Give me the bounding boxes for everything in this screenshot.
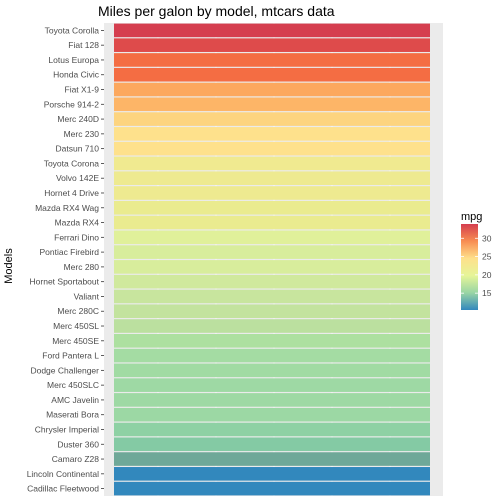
bar-valiant (114, 289, 430, 304)
bar-lotus-europa (114, 53, 430, 67)
bar-amc-javelin (114, 393, 430, 407)
y-tick-label: Cadillac Fleetwood (27, 484, 99, 494)
y-tick-label: Toyota Corolla (45, 25, 100, 35)
y-tick-label: Chrysler Imperial (35, 424, 99, 434)
y-tick-label: Merc 230 (64, 129, 100, 139)
y-tick-label: Hornet 4 Drive (44, 188, 99, 198)
bar-toyota-corona (114, 156, 430, 171)
bar-merc-450slc (114, 378, 430, 392)
bar-fiat-x1-9 (114, 82, 430, 97)
bar-hornet-4-drive (114, 186, 430, 200)
legend-title: mpg (461, 211, 482, 223)
y-tick-label: Merc 280C (57, 306, 99, 316)
bar-ferrari-dino (114, 230, 430, 245)
legend-tick-label: 15 (482, 288, 492, 298)
y-tick-label: Merc 450SL (53, 321, 99, 331)
y-tick-label: Honda Civic (53, 70, 100, 80)
y-tick-label: Merc 450SLC (47, 380, 99, 390)
bar-lincoln-continental (114, 467, 430, 481)
bar-hornet-sportabout (114, 274, 430, 289)
y-tick-label: Lotus Europa (48, 55, 99, 65)
bar-camaro-z28 (114, 452, 430, 466)
y-tick-label: Datsun 710 (56, 144, 100, 154)
bar-volvo-142e (114, 171, 430, 186)
bar-maserati-bora (114, 407, 430, 422)
legend-tick-label: 20 (482, 270, 492, 280)
bar-merc-240d (114, 112, 430, 126)
y-tick-label: Valiant (74, 291, 100, 301)
legend-colorbar (461, 224, 478, 310)
bar-datsun-710 (114, 141, 430, 156)
y-tick-label: Merc 280 (64, 262, 100, 272)
bar-ford-pantera-l (114, 348, 430, 363)
bar-duster-360 (114, 437, 430, 452)
y-tick-label: Porsche 914-2 (44, 99, 100, 109)
plot-panel (104, 23, 443, 496)
legend-tick-label: 25 (482, 252, 492, 262)
y-tick-label: Mazda RX4 (55, 218, 100, 228)
bar-merc-230 (114, 127, 430, 141)
bar-mazda-rx4 (114, 215, 430, 230)
y-tick-label: Fiat 128 (68, 40, 99, 50)
y-tick-label: Hornet Sportabout (30, 277, 100, 287)
y-tick-label: Mazda RX4 Wag (35, 203, 99, 213)
y-tick-label: Camaro Z28 (52, 454, 100, 464)
bar-mazda-rx4-wag (114, 200, 430, 215)
y-tick-label: Duster 360 (57, 439, 99, 449)
bar-chrysler-imperial (114, 422, 430, 437)
y-tick-label: Maserati Bora (46, 410, 99, 420)
bar-merc-450sl (114, 319, 430, 333)
bar-porsche-914-2 (114, 97, 430, 112)
bar-merc-280 (114, 260, 430, 274)
y-tick-label: Toyota Corona (44, 158, 100, 168)
bar-honda-civic (114, 67, 430, 82)
color-legend: mpg 15 20 25 30 (461, 211, 492, 310)
y-tick-label: Merc 450SE (52, 336, 99, 346)
y-tick-label: Pontiac Firebird (39, 247, 99, 257)
y-tick-label: Dodge Challenger (30, 365, 99, 375)
bar-cadillac-fleetwood (114, 481, 430, 496)
bar-toyota-corolla (114, 23, 430, 38)
y-tick-label: Fiat X1-9 (65, 85, 100, 95)
y-axis-title: Models (3, 248, 15, 284)
y-tick-label: Ford Pantera L (42, 351, 99, 361)
y-tick-label: Lincoln Continental (27, 469, 99, 479)
bar-fiat-128 (114, 38, 430, 52)
y-tick-label: Volvo 142E (56, 173, 99, 183)
bar-merc-280c (114, 304, 430, 319)
y-tick-label: Ferrari Dino (54, 232, 99, 242)
bar-merc-450se (114, 333, 430, 348)
legend-tick-label: 30 (482, 233, 492, 243)
y-axis-ticks: Toyota Corolla Fiat 128 Lotus Europa Honda … (27, 25, 104, 494)
y-tick-label: AMC Javelin (51, 395, 99, 405)
chart-title: Miles per galon by model, mtcars data (98, 3, 335, 19)
bar-pontiac-firebird (114, 245, 430, 259)
y-tick-label: Merc 240D (57, 114, 99, 124)
bar-dodge-challenger (114, 363, 430, 378)
